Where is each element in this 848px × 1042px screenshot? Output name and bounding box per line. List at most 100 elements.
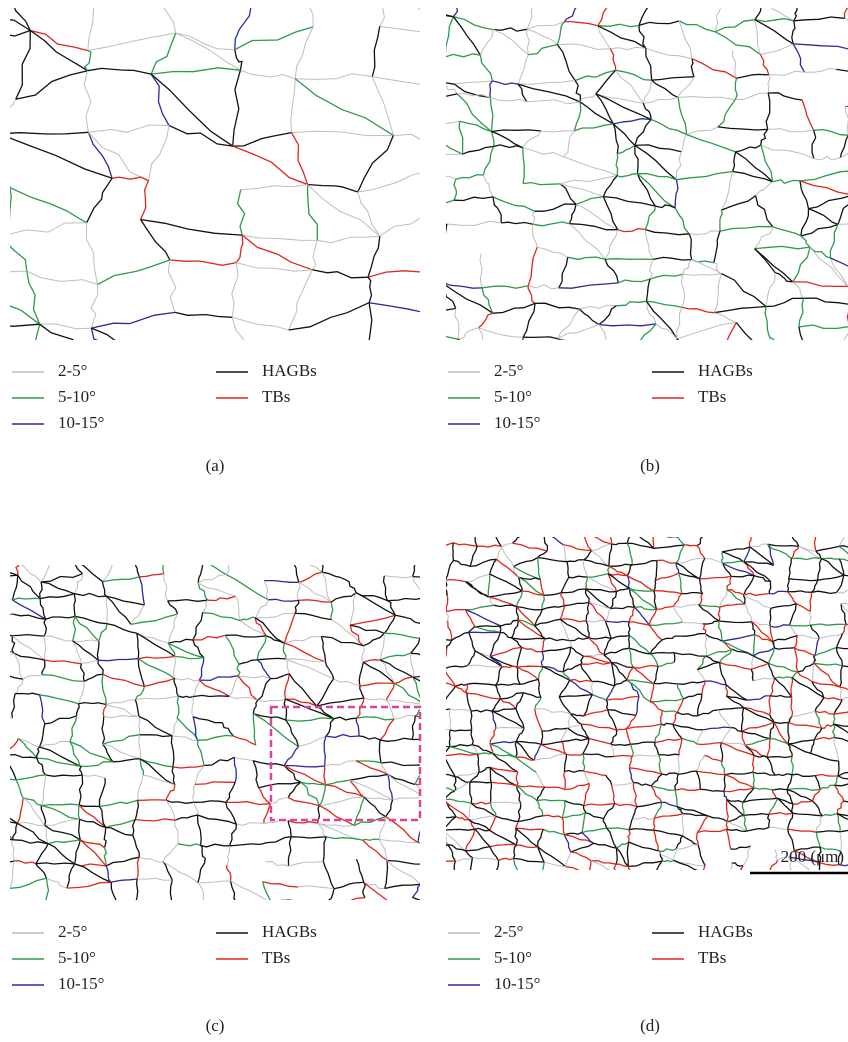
grain-boundary (0, 718, 12, 721)
grain-boundary (753, 656, 768, 663)
grain-boundary (609, 564, 632, 566)
grain-boundary (0, 806, 17, 823)
grain-boundary (98, 660, 103, 674)
grain-boundary (560, 184, 576, 204)
grain-boundary (380, 0, 390, 26)
grain-boundary (480, 55, 492, 81)
grain-boundary (98, 659, 138, 661)
grain-boundary (294, 542, 322, 544)
grain-boundary (0, 635, 13, 638)
grain-boundary (363, 839, 379, 840)
grain-boundary (682, 622, 703, 624)
grain-boundary (453, 17, 480, 56)
grain-boundary (41, 582, 74, 594)
grain-boundary (798, 663, 814, 672)
grain-boundary (471, 710, 492, 712)
grain-boundary (477, 545, 501, 547)
grain-boundary (288, 782, 301, 797)
grain-boundary (816, 518, 844, 521)
grain-boundary (838, 224, 848, 227)
grain-boundary (699, 605, 720, 621)
grain-boundary (615, 803, 637, 806)
grain-boundary (574, 124, 613, 131)
grain-boundary (833, 724, 835, 737)
grain-boundary (419, 0, 462, 5)
grain-boundary (687, 127, 718, 135)
grain-boundary (720, 604, 745, 607)
grain-boundary (518, 816, 543, 822)
grain-boundary (178, 696, 193, 697)
grain-boundary (170, 880, 172, 906)
grain-boundary (751, 669, 753, 681)
grain-boundary (500, 699, 516, 709)
grain-boundary (770, 625, 789, 627)
grain-boundary (454, 622, 488, 633)
grain-boundary (492, 81, 518, 85)
grain-boundary (363, 662, 394, 683)
grain-boundary (656, 324, 677, 339)
grain-boundary (842, 665, 848, 666)
grain-boundary (453, 543, 477, 546)
grain-boundary (486, 594, 520, 605)
grain-boundary (837, 648, 843, 666)
grain-boundary (467, 693, 471, 711)
grain-boundary (445, 560, 453, 580)
grain-boundary (677, 307, 682, 339)
grain-boundary (466, 829, 475, 851)
grain-boundary (516, 772, 518, 786)
grain-boundary (447, 640, 452, 649)
grain-boundary (633, 783, 637, 807)
grain-boundary (699, 594, 703, 605)
grain-boundary (629, 648, 633, 667)
grain-boundary (198, 583, 235, 596)
grain-boundary (295, 600, 299, 613)
grain-boundary (598, 24, 639, 26)
grain-boundary (565, 754, 567, 771)
grain-boundary (257, 660, 270, 679)
grain-boundary (649, 625, 662, 640)
grain-boundary (812, 130, 816, 158)
grain-boundary (414, 329, 458, 340)
grain-boundary (662, 710, 677, 712)
grain-boundary (432, 0, 455, 36)
grain-boundary (317, 236, 380, 243)
grain-boundary (775, 774, 792, 776)
grain-boundary (284, 613, 295, 643)
grain-boundary (523, 337, 557, 339)
grain-boundary (567, 560, 583, 562)
grain-boundary (13, 635, 45, 637)
grain-boundary (540, 862, 544, 878)
grain-boundary (489, 903, 502, 908)
grain-boundary (814, 738, 834, 740)
grain-boundary (753, 756, 755, 773)
grain-boundary (203, 600, 208, 613)
legend-label: 2-5° (494, 361, 523, 380)
grain-boundary (284, 766, 301, 783)
grain-boundary (12, 840, 15, 861)
grain-boundary (0, 562, 18, 575)
grain-boundary (631, 742, 656, 744)
grain-boundary (615, 513, 640, 520)
grain-boundary (522, 647, 543, 651)
grain-boundary (824, 698, 842, 700)
grain-boundary (800, 181, 809, 209)
grain-boundary (770, 513, 789, 533)
grain-boundary (683, 274, 722, 276)
grain-boundary (650, 274, 683, 279)
grain-boundary (491, 802, 521, 803)
grain-boundary (193, 680, 200, 697)
grain-boundary (801, 209, 809, 236)
grain-boundary (793, 247, 810, 282)
grain-boundary (561, 589, 586, 593)
grain-boundary (722, 762, 725, 775)
grain-boundary (47, 878, 67, 888)
grain-boundary (586, 602, 589, 620)
grain-boundary (629, 622, 631, 636)
grain-boundary (649, 609, 656, 625)
grain-boundary (655, 561, 657, 581)
grain-boundary (420, 610, 447, 612)
grain-boundary (139, 574, 163, 577)
grain-boundary (678, 755, 679, 774)
grain-boundary (166, 542, 203, 543)
grain-boundary (85, 51, 91, 71)
